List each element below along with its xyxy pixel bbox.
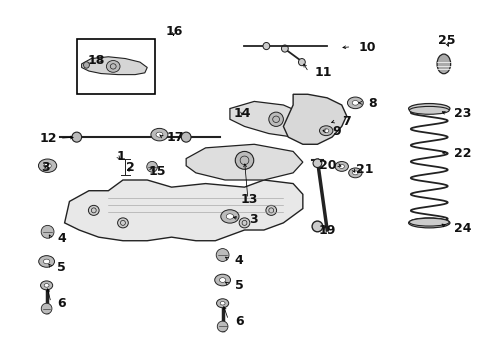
Polygon shape xyxy=(81,57,147,75)
Ellipse shape xyxy=(216,249,228,261)
Ellipse shape xyxy=(311,221,322,232)
Ellipse shape xyxy=(117,218,128,228)
Ellipse shape xyxy=(338,165,344,168)
Text: 11: 11 xyxy=(314,66,332,79)
Ellipse shape xyxy=(408,218,448,226)
Ellipse shape xyxy=(347,97,363,109)
Text: 4: 4 xyxy=(234,254,243,267)
Ellipse shape xyxy=(72,132,81,142)
Text: 15: 15 xyxy=(148,165,165,177)
Text: 6: 6 xyxy=(234,315,243,328)
Text: 16: 16 xyxy=(165,25,183,38)
Polygon shape xyxy=(283,94,346,144)
Ellipse shape xyxy=(281,45,287,52)
Text: 6: 6 xyxy=(57,297,66,310)
Ellipse shape xyxy=(348,168,361,178)
Ellipse shape xyxy=(41,303,52,314)
Text: 10: 10 xyxy=(358,41,375,54)
Ellipse shape xyxy=(44,284,49,287)
Ellipse shape xyxy=(216,299,228,308)
Ellipse shape xyxy=(307,111,323,128)
Ellipse shape xyxy=(298,59,305,66)
Text: 12: 12 xyxy=(40,132,57,145)
Text: 21: 21 xyxy=(356,163,373,176)
Text: 3: 3 xyxy=(249,213,258,226)
Text: 17: 17 xyxy=(166,131,184,144)
Ellipse shape xyxy=(436,54,450,74)
Bar xyxy=(77,39,154,94)
Ellipse shape xyxy=(39,159,57,172)
Ellipse shape xyxy=(351,100,358,105)
Text: 5: 5 xyxy=(57,261,66,274)
Ellipse shape xyxy=(334,162,348,171)
Polygon shape xyxy=(186,144,302,180)
Text: 2: 2 xyxy=(125,161,134,174)
Ellipse shape xyxy=(88,205,99,215)
Ellipse shape xyxy=(217,321,227,332)
Text: 1: 1 xyxy=(116,150,124,163)
Text: 23: 23 xyxy=(453,107,470,120)
Ellipse shape xyxy=(44,163,51,168)
Text: 19: 19 xyxy=(318,224,335,237)
Ellipse shape xyxy=(151,129,167,141)
Text: 25: 25 xyxy=(437,34,454,47)
Text: 22: 22 xyxy=(453,147,470,160)
Ellipse shape xyxy=(220,301,224,305)
Ellipse shape xyxy=(268,112,283,126)
Ellipse shape xyxy=(408,107,448,114)
Ellipse shape xyxy=(408,104,449,113)
Polygon shape xyxy=(64,180,302,241)
Ellipse shape xyxy=(181,132,191,142)
Text: 5: 5 xyxy=(234,279,243,292)
Ellipse shape xyxy=(41,225,54,238)
Ellipse shape xyxy=(83,62,89,68)
Ellipse shape xyxy=(319,126,332,136)
Ellipse shape xyxy=(39,256,54,267)
Text: 13: 13 xyxy=(240,193,258,206)
Text: 4: 4 xyxy=(57,233,66,246)
Ellipse shape xyxy=(221,210,239,223)
Ellipse shape xyxy=(265,205,276,215)
Ellipse shape xyxy=(156,132,163,137)
Ellipse shape xyxy=(239,218,249,228)
Ellipse shape xyxy=(323,129,328,133)
Ellipse shape xyxy=(146,161,157,172)
Text: 3: 3 xyxy=(41,161,49,174)
Text: 14: 14 xyxy=(233,107,250,120)
Ellipse shape xyxy=(41,281,53,290)
Text: 8: 8 xyxy=(368,97,376,110)
Ellipse shape xyxy=(106,60,120,72)
Text: 7: 7 xyxy=(341,114,350,127)
Ellipse shape xyxy=(219,278,225,282)
Text: 20: 20 xyxy=(319,159,336,172)
Ellipse shape xyxy=(226,214,233,219)
Text: 18: 18 xyxy=(87,54,104,67)
Ellipse shape xyxy=(235,152,253,169)
Ellipse shape xyxy=(408,218,449,228)
Polygon shape xyxy=(229,102,326,137)
Text: 24: 24 xyxy=(453,222,470,235)
Ellipse shape xyxy=(263,42,269,50)
Ellipse shape xyxy=(214,274,230,286)
Text: 9: 9 xyxy=(331,125,340,138)
Ellipse shape xyxy=(43,259,50,264)
Ellipse shape xyxy=(312,159,321,167)
Ellipse shape xyxy=(352,171,357,175)
